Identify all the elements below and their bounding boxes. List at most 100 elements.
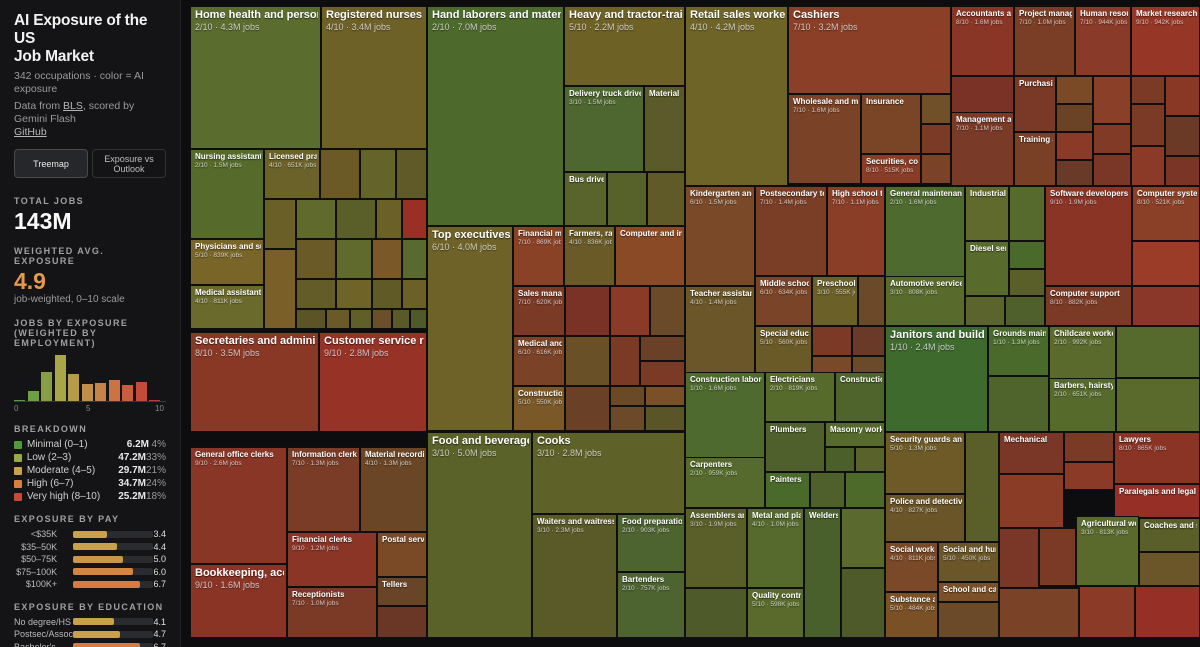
treemap-tile[interactable]: Financial clerks 9/10 · 1.2M jobs	[287, 532, 377, 587]
treemap-tile-small[interactable]	[1079, 586, 1135, 638]
treemap-tile-small[interactable]	[1139, 552, 1200, 586]
treemap-tile[interactable]: Cooks 3/10 · 2.8M jobs	[532, 432, 685, 514]
treemap-tile[interactable]: Medical assistants 4/10 · 811K jobs	[190, 285, 264, 329]
treemap-tile[interactable]: Construction managers5/10 · 550K jobs	[513, 386, 565, 431]
treemap-tile[interactable]: Social and human service5/10 · 450K jobs	[938, 542, 999, 582]
treemap-tile[interactable]: Hand laborers and material movers2/10 · …	[427, 6, 564, 226]
treemap-tile-small[interactable]	[410, 309, 427, 329]
treemap-tile-small[interactable]	[1009, 241, 1045, 269]
treemap-tile-small[interactable]	[607, 172, 647, 226]
treemap-tile-small[interactable]	[392, 309, 410, 329]
treemap-tile-small[interactable]	[1093, 76, 1131, 124]
treemap-tile-small[interactable]	[264, 199, 296, 249]
treemap-tile[interactable]: Agricultural workers3/10 · 813K jobs	[1076, 516, 1139, 586]
treemap-tile-small[interactable]	[640, 361, 685, 386]
treemap-tile-small[interactable]	[610, 286, 650, 336]
treemap-tile[interactable]: Registered nurses 4/10 · 3.4M jobs	[321, 6, 427, 149]
treemap-tile-small[interactable]	[645, 406, 685, 431]
treemap-tile[interactable]: Police and detectives4/10 · 827K jobs	[885, 494, 965, 542]
treemap-tile[interactable]: Home health and personal care aides2/10 …	[190, 6, 321, 149]
treemap-tile[interactable]: Nursing assistants 2/10 · 1.5M jobs	[190, 149, 264, 239]
treemap-tile-small[interactable]	[350, 309, 372, 329]
treemap-tile[interactable]: School and career	[938, 582, 999, 602]
treemap-tile-small[interactable]	[336, 239, 372, 279]
treemap-tile-small[interactable]	[1132, 241, 1200, 286]
treemap-tile-small[interactable]	[610, 406, 645, 431]
treemap-tile-small[interactable]	[565, 286, 610, 336]
treemap-tile-small[interactable]	[1165, 116, 1200, 156]
treemap-tile-small[interactable]	[921, 154, 951, 184]
treemap-tile[interactable]: Bus drivers	[564, 172, 607, 226]
treemap-tile-small[interactable]	[640, 336, 685, 361]
treemap-tile-small[interactable]	[1132, 286, 1200, 326]
treemap-tile-small[interactable]	[812, 326, 852, 356]
treemap-tile[interactable]: Customer service representatives9/10 · 2…	[319, 332, 427, 432]
treemap-tile[interactable]: Human resources7/10 · 944K jobs	[1075, 6, 1131, 76]
treemap-tile[interactable]: Metal and plastic4/10 · 1.0M jobs	[747, 508, 804, 588]
treemap-tile[interactable]: Financial managers7/10 · 869K jobs	[513, 226, 564, 286]
treemap-tile[interactable]: Secretaries and administrative assistant…	[190, 332, 319, 432]
treemap-tile-small[interactable]	[938, 602, 999, 638]
treemap-tile-small[interactable]	[852, 326, 885, 356]
treemap-tile-small[interactable]	[855, 447, 885, 472]
treemap-tile[interactable]: Social workers4/10 · 811K jobs	[885, 542, 938, 592]
treemap-tile[interactable]: Top executives 6/10 · 4.0M jobs	[427, 226, 513, 431]
treemap-tile-small[interactable]	[999, 474, 1064, 528]
treemap-tile-small[interactable]	[810, 472, 845, 508]
treemap-tile[interactable]: Masonry workers	[825, 422, 885, 447]
treemap-tile-small[interactable]	[841, 568, 885, 638]
treemap-tile-small[interactable]	[1056, 132, 1093, 160]
treemap-tile-small[interactable]	[610, 386, 645, 406]
treemap-tile-small[interactable]	[1064, 462, 1114, 490]
treemap-tile[interactable]: High school teachers7/10 · 1.1M jobs	[827, 186, 885, 276]
treemap-tile-small[interactable]	[372, 309, 392, 329]
treemap-tile[interactable]: Plumbers	[765, 422, 825, 472]
treemap-tile[interactable]: Postsecondary teachers7/10 · 1.4M jobs	[755, 186, 827, 276]
treemap-tile-small[interactable]	[565, 336, 610, 386]
treemap-tile[interactable]: Computer and information	[615, 226, 685, 286]
treemap-tile[interactable]: Carpenters 2/10 · 959K jobs	[685, 457, 765, 508]
treemap-tile[interactable]: Diesel service	[965, 241, 1009, 296]
treemap-tile[interactable]: Preschool teachers3/10 · 555K jobs	[812, 276, 858, 326]
treemap-tile-small[interactable]	[921, 124, 951, 154]
treemap-tile[interactable]: Tellers	[377, 577, 427, 606]
treemap-tile-small[interactable]	[372, 239, 402, 279]
treemap-tile-small[interactable]	[402, 199, 427, 239]
treemap-view-button[interactable]: Treemap	[14, 149, 88, 178]
treemap-tile[interactable]: Kindergarten and elementary6/10 · 1.5M j…	[685, 186, 755, 286]
treemap-tile[interactable]: Quality control5/10 · 598K jobs	[747, 588, 804, 638]
treemap-tile-small[interactable]	[999, 528, 1039, 588]
treemap-tile-small[interactable]	[1131, 104, 1165, 146]
treemap-tile-small[interactable]	[1056, 160, 1093, 186]
treemap-tile[interactable]: Insurance	[861, 94, 921, 154]
treemap-tile-small[interactable]	[336, 279, 372, 309]
treemap-tile-small[interactable]	[988, 376, 1049, 432]
treemap-tile[interactable]: Material recording clerks4/10 · 1.3M job…	[360, 447, 427, 532]
treemap-tile[interactable]: Grounds maintenance1/10 · 1.3M jobs	[988, 326, 1049, 376]
treemap-tile[interactable]: Welders	[804, 508, 841, 638]
treemap-tile[interactable]: Bookkeeping, accounting9/10 · 1.6M jobs	[190, 564, 287, 638]
treemap-tile[interactable]: Electricians 2/10 · 819K jobs	[765, 372, 835, 422]
treemap-tile-small[interactable]	[1116, 326, 1200, 378]
treemap-tile-small[interactable]	[1116, 378, 1200, 432]
treemap-tile[interactable]: Assemblers and fabricators3/10 · 1.9M jo…	[685, 508, 747, 588]
treemap-tile-small[interactable]	[402, 239, 427, 279]
treemap-tile-small[interactable]	[296, 199, 336, 239]
treemap-tile-small[interactable]	[296, 309, 326, 329]
treemap-tile[interactable]: Lawyers 8/10 · 865K jobs	[1114, 432, 1200, 484]
treemap-tile[interactable]: Management analysts7/10 · 1.1M jobs	[951, 112, 1014, 186]
treemap-tile-small[interactable]	[1039, 528, 1076, 586]
treemap-tile-small[interactable]	[921, 94, 951, 124]
treemap-tile[interactable]: Accountants and auditors8/10 · 1.6M jobs	[951, 6, 1014, 76]
treemap-tile-small[interactable]	[1005, 296, 1045, 326]
treemap-tile[interactable]: Waiters and waitresses3/10 · 2.3M jobs	[532, 514, 617, 638]
treemap-tile[interactable]: Construction	[835, 372, 885, 422]
treemap-tile[interactable]: Project management7/10 · 1.0M jobs	[1014, 6, 1075, 76]
treemap-tile[interactable]: Software developers 9/10 · 1.9M jobs	[1045, 186, 1132, 286]
treemap-tile[interactable]: Mechanical	[999, 432, 1064, 474]
treemap-tile-small[interactable]	[320, 149, 360, 199]
treemap-tile[interactable]: Physicians and surgeons5/10 · 839K jobs	[190, 239, 264, 285]
treemap-tile[interactable]: Computer systems8/10 · 521K jobs	[1132, 186, 1200, 241]
treemap-tile-small[interactable]	[565, 386, 610, 431]
